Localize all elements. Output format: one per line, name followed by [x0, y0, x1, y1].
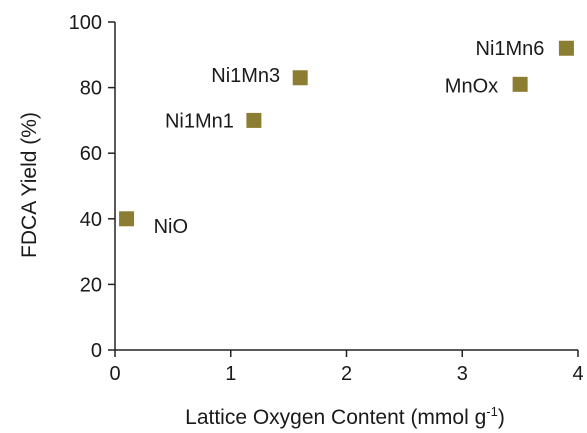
data-label: MnOx [445, 75, 498, 97]
data-markers [119, 40, 574, 227]
x-tick-label: 1 [225, 363, 236, 385]
x-axis-title: Lattice Oxygen Content (mmol g-1) [185, 404, 505, 429]
data-label: Ni1Mn1 [165, 110, 234, 132]
y-axis-title: FDCA Yield (%) [18, 112, 41, 258]
data-marker [119, 211, 135, 227]
x-tick-label: 4 [572, 363, 583, 385]
x-tick-label: 2 [341, 363, 352, 385]
x-axis-title-superscript: -1 [486, 404, 498, 419]
data-label: Ni1Mn6 [476, 38, 545, 60]
x-axis-title-suffix: ) [498, 406, 505, 429]
data-marker [558, 40, 574, 56]
x-tick-label: 0 [109, 363, 120, 385]
y-tick-label: 60 [80, 143, 102, 165]
y-tick-label: 100 [69, 12, 102, 34]
y-tick-label: 80 [80, 78, 102, 100]
data-label: Ni1Mn3 [211, 65, 280, 87]
data-label: NiO [154, 216, 188, 238]
y-tick-label: 0 [91, 340, 102, 362]
data-marker [292, 70, 308, 86]
x-axis-title-main: Lattice Oxygen Content (mmol g [185, 406, 486, 429]
axes [114, 22, 578, 351]
x-tick-label: 3 [457, 363, 468, 385]
y-tick-label: 20 [80, 274, 102, 296]
y-tick-label: 40 [80, 209, 102, 231]
data-marker [512, 76, 528, 92]
data-marker [246, 112, 262, 128]
ticks: 0 20 40 60 80 100 0 1 2 3 4 [69, 12, 584, 385]
data-labels: NiO Ni1Mn1 Ni1Mn3 MnOx Ni1Mn6 [154, 38, 545, 238]
